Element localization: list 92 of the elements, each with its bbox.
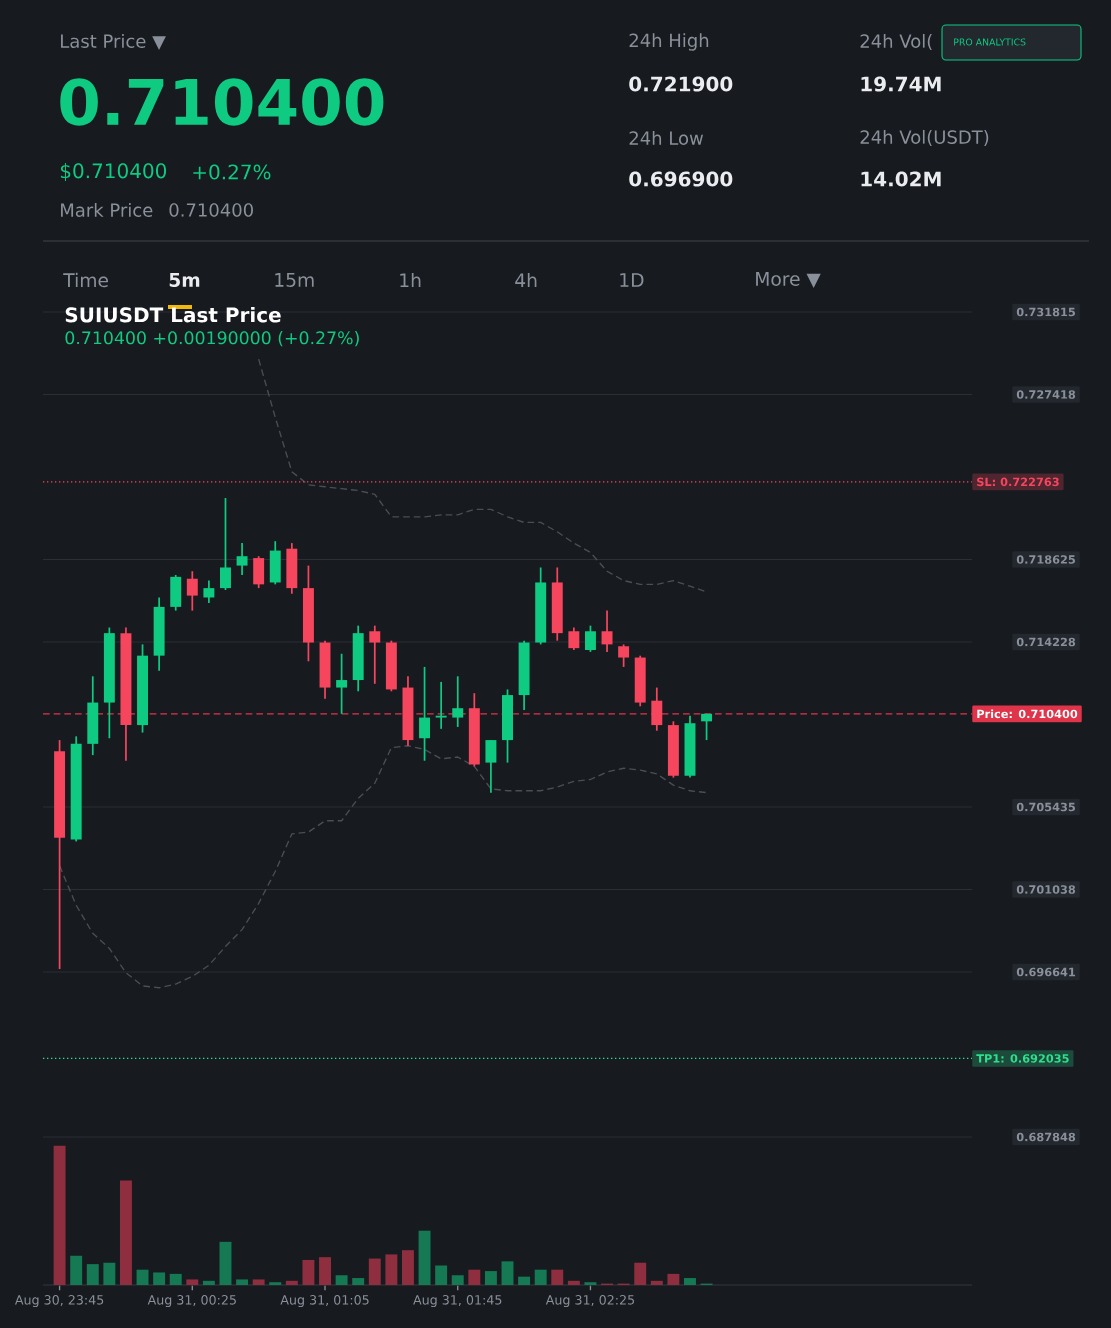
bar — [86, 1264, 99, 1285]
bar — [119, 1180, 132, 1285]
ref-line-label: Price: 0.710400 — [977, 709, 1078, 719]
bar — [518, 1276, 531, 1285]
chart-title: SUIUSDT Last Price — [65, 306, 281, 323]
bar — [501, 1261, 514, 1285]
bar — [153, 1272, 166, 1285]
y-tick-label: 0.705435 — [1016, 802, 1075, 812]
y-tick-label: 0.714228 — [1016, 637, 1076, 647]
text: Mark Price — [61, 203, 153, 217]
text: Last Price ▼ — [61, 34, 166, 50]
bar — [202, 1280, 215, 1285]
bar — [335, 1275, 348, 1285]
bar — [551, 1269, 564, 1285]
candlestick — [186, 570, 198, 612]
bar — [219, 1241, 232, 1285]
ref-line-label: TP1: 0.692035 — [976, 1054, 1069, 1063]
bar — [70, 1255, 83, 1285]
bar — [667, 1273, 680, 1285]
x-tick-label: Aug 30, 23:45 — [14, 1295, 104, 1308]
bar — [385, 1254, 398, 1285]
bar — [252, 1279, 265, 1285]
candlestick — [435, 681, 447, 730]
text: 0.710400 — [60, 78, 384, 126]
x-tick-label: Aug 31, 01:05 — [280, 1295, 369, 1308]
bar — [401, 1250, 414, 1285]
candlestick — [584, 624, 596, 653]
bar — [451, 1275, 464, 1285]
candlestick — [701, 712, 713, 741]
text: +0.27% — [193, 164, 271, 180]
candlestick — [485, 739, 497, 794]
candlestick — [220, 497, 231, 591]
y-tick-label: 0.701038 — [1016, 885, 1076, 894]
text: More ▼ — [756, 272, 821, 288]
bar — [368, 1258, 381, 1285]
candlestick — [568, 626, 580, 651]
candlestick — [369, 624, 381, 685]
text: 15m — [275, 273, 314, 287]
bar — [418, 1230, 431, 1285]
bar — [103, 1262, 116, 1285]
bar — [236, 1279, 249, 1285]
candlestick — [601, 609, 613, 653]
text: $0.710400 — [60, 162, 167, 182]
bar — [352, 1278, 365, 1285]
text: 1D — [620, 273, 644, 287]
y-tick-label: 0.731815 — [1016, 307, 1075, 317]
bar — [468, 1269, 481, 1285]
candlestick — [452, 675, 464, 728]
bar — [53, 1145, 66, 1285]
text: 5m — [169, 273, 200, 287]
text: 19.74M — [861, 76, 941, 92]
text: 4h — [515, 272, 537, 288]
text: 0.696900 — [629, 171, 733, 187]
bar — [269, 1282, 282, 1285]
text: 24h High — [629, 33, 709, 51]
text: 0.710400 — [169, 203, 253, 217]
bar — [169, 1273, 182, 1285]
candlestick — [236, 542, 248, 576]
x-tick-label: Aug 31, 02:25 — [545, 1295, 635, 1308]
y-tick-label: 0.718625 — [1016, 555, 1075, 564]
candlestick — [419, 666, 431, 762]
text: 0.710400 +0.00190000 (+0.27%) — [65, 330, 359, 347]
text: 24h Vol(USDT) — [860, 129, 989, 147]
y-tick-label: 0.727418 — [1016, 390, 1076, 399]
y-tick-label: 0.687848 — [1016, 1132, 1076, 1142]
bar — [136, 1269, 149, 1285]
bar — [435, 1265, 448, 1285]
x-tick-label: Aug 31, 00:25 — [147, 1295, 236, 1308]
bar — [567, 1280, 580, 1285]
y-tick-label: 0.696641 — [1016, 967, 1076, 977]
bar — [650, 1280, 663, 1285]
candlestick — [203, 579, 215, 604]
candlestick — [336, 652, 348, 715]
candlestick — [618, 643, 630, 668]
text: PRO ANALYTICS — [954, 38, 1026, 46]
text: 1h — [400, 272, 421, 288]
bar — [186, 1279, 199, 1285]
text: 0.721900 — [629, 76, 733, 92]
text: 14.02M — [861, 171, 941, 187]
bar — [484, 1271, 497, 1285]
bar — [584, 1282, 597, 1285]
text: 24h Vol( — [860, 33, 932, 51]
bar — [319, 1257, 331, 1285]
bar — [684, 1278, 696, 1285]
bar — [534, 1269, 547, 1285]
ref-line-label: SL: 0.722763 — [977, 477, 1059, 487]
bar — [302, 1259, 315, 1285]
x-tick-label: Aug 31, 01:45 — [413, 1295, 502, 1308]
bar — [285, 1280, 298, 1285]
text: 24h Low — [629, 131, 704, 145]
text: Time — [63, 272, 108, 288]
bar — [634, 1262, 647, 1285]
